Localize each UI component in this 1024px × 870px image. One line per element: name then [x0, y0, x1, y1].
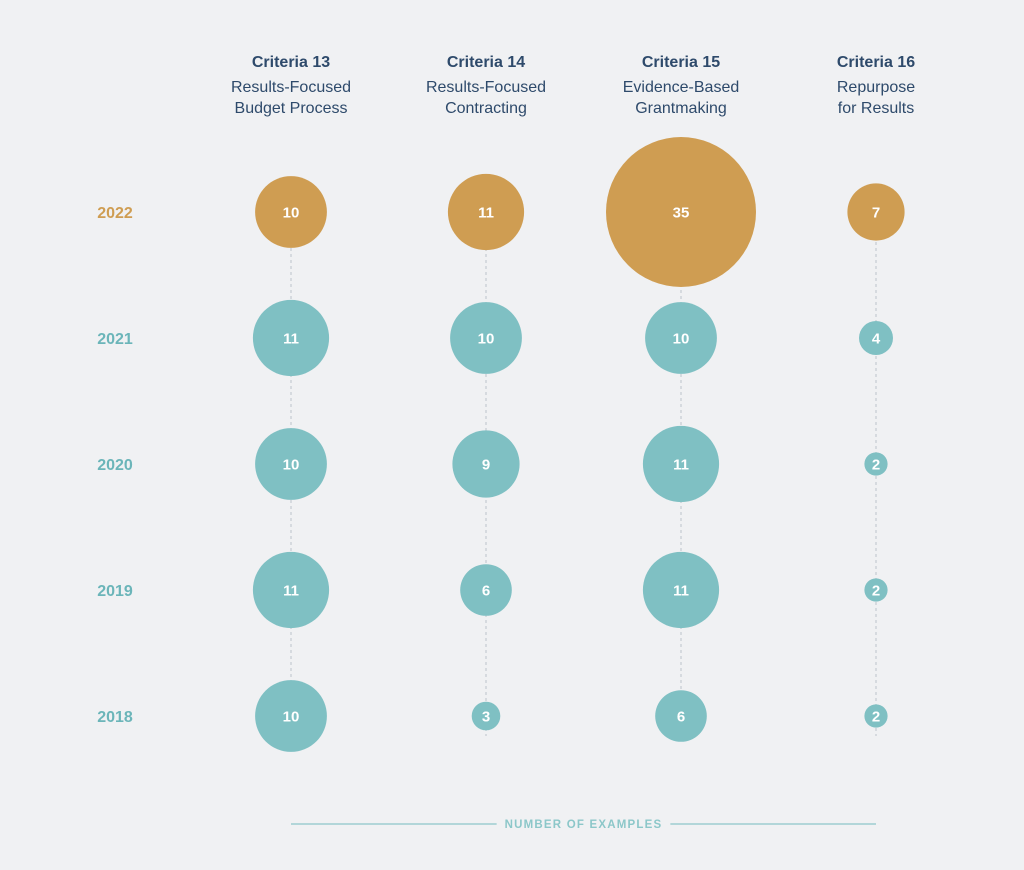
bubble-value-label: 9 [482, 457, 490, 474]
bubble [452, 430, 520, 498]
bubble-value-label: 2 [872, 457, 880, 474]
bubble-value-label: 10 [673, 331, 690, 348]
bubble [252, 551, 330, 629]
year-label: 2021 [97, 331, 133, 348]
bubble-value-label: 10 [283, 709, 300, 726]
bubble [642, 551, 720, 629]
bubble [255, 680, 327, 752]
bubble [864, 578, 888, 602]
bubble-value-label: 11 [283, 583, 299, 600]
column-subtitle: Repurpose [837, 79, 915, 96]
column-subtitle: Results-Focused [426, 79, 546, 96]
bubble [606, 137, 756, 287]
bubble [645, 302, 717, 374]
column-subtitle: Evidence-Based [623, 79, 740, 96]
column-subtitle: Results-Focused [231, 79, 351, 96]
bubble [255, 428, 327, 500]
column-subtitle: Contracting [445, 100, 527, 117]
bubble [252, 299, 330, 377]
bubble [864, 452, 888, 476]
bubble [642, 425, 720, 503]
year-label: 2019 [97, 583, 133, 600]
bubble-value-label: 3 [482, 709, 490, 726]
bubble [859, 321, 893, 355]
bubble-value-label: 11 [283, 331, 299, 348]
bubble-value-label: 11 [478, 205, 494, 222]
bubble-value-label: 10 [283, 205, 300, 222]
column-title: Criteria 16 [837, 54, 915, 71]
bubble-value-label: 11 [673, 583, 689, 600]
bubble-value-label: 2 [872, 709, 880, 726]
bubble-value-label: 4 [872, 331, 881, 348]
bubble [655, 690, 707, 742]
bubble [255, 176, 327, 248]
year-label: 2022 [97, 205, 133, 222]
bubble-value-label: 7 [872, 205, 880, 222]
bubble-value-label: 6 [482, 583, 490, 600]
bubble-value-label: 2 [872, 583, 880, 600]
bubble-value-label: 11 [673, 457, 689, 474]
bubble-value-label: 35 [673, 205, 690, 222]
column-subtitle: Grantmaking [635, 100, 727, 117]
column-title: Criteria 14 [447, 54, 525, 71]
bubble [460, 564, 512, 616]
year-label: 2020 [97, 457, 133, 474]
column-title: Criteria 13 [252, 54, 330, 71]
bubble-value-label: 6 [677, 709, 685, 726]
column-title: Criteria 15 [642, 54, 720, 71]
x-axis-label: NUMBER OF EXAMPLES [505, 819, 663, 831]
bubble [447, 173, 525, 251]
column-subtitle: Budget Process [235, 100, 348, 117]
bubble [864, 704, 888, 728]
year-label: 2018 [97, 709, 133, 726]
bubble [471, 701, 501, 731]
bubble-value-label: 10 [478, 331, 495, 348]
bubble [450, 302, 522, 374]
bubble [847, 183, 905, 241]
column-subtitle: for Results [838, 100, 914, 117]
bubble-value-label: 10 [283, 457, 300, 474]
